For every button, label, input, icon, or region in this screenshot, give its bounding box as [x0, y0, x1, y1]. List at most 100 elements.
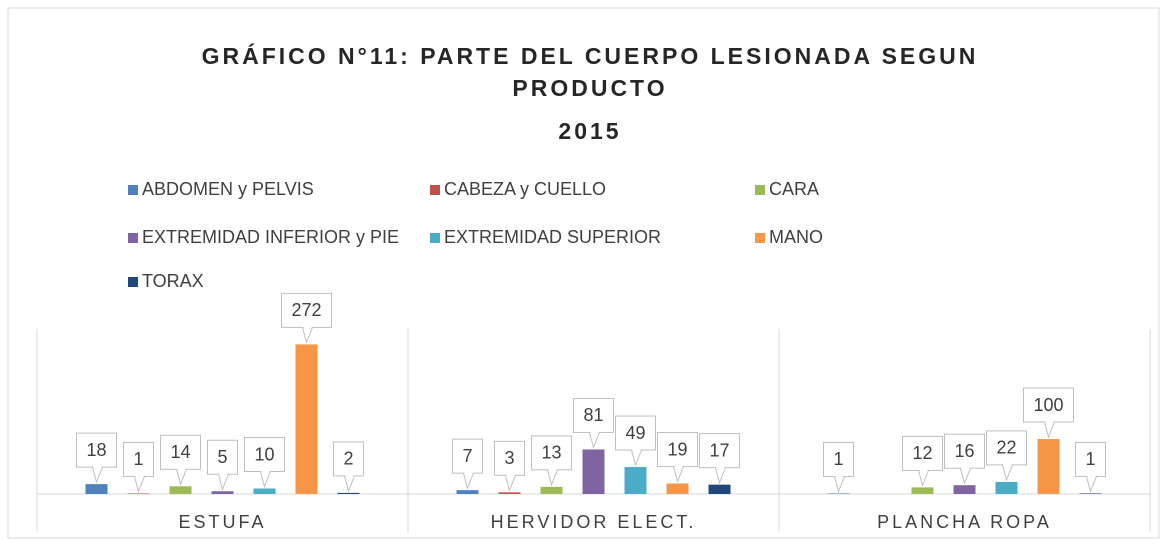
data-label: 272	[291, 300, 321, 320]
bar	[582, 449, 605, 494]
bar	[953, 485, 976, 494]
callout-pointer	[218, 474, 229, 491]
callout-gap	[219, 472, 228, 477]
bar	[1079, 493, 1102, 494]
callout-gap	[303, 325, 312, 330]
legend-label: MANO	[769, 227, 823, 247]
callout-gap	[835, 474, 844, 479]
callout-pointer	[1086, 476, 1097, 494]
bar	[253, 488, 276, 494]
bar	[295, 344, 318, 494]
callout-gap	[345, 473, 354, 478]
bar	[827, 493, 850, 494]
legend-swatch	[755, 233, 765, 243]
data-label: 19	[667, 439, 687, 459]
bar	[85, 484, 108, 494]
legend-swatch	[128, 185, 138, 195]
callout-pointer	[463, 472, 474, 490]
legend-label: CABEZA y CUELLO	[444, 179, 606, 199]
legend-label: EXTREMIDAD SUPERIOR	[444, 227, 661, 247]
data-label: 12	[912, 443, 932, 463]
bar	[337, 492, 360, 494]
callout-gap	[674, 464, 683, 469]
callout-gap	[1087, 474, 1096, 479]
callout-gap	[93, 465, 102, 470]
data-label: 1	[133, 449, 143, 469]
callout-box	[244, 437, 285, 472]
callout-gap	[464, 471, 473, 476]
data-label: 7	[462, 446, 472, 466]
data-label: 81	[583, 405, 603, 425]
x-tick-label: HERVIDOR ELECT.	[491, 512, 697, 532]
callout-box	[281, 292, 332, 328]
callout-pointer	[918, 470, 929, 487]
callout-gap	[919, 468, 928, 473]
callout-box	[902, 435, 943, 471]
legend-label: ABDOMEN y PELVIS	[142, 179, 314, 199]
callout-pointer	[960, 468, 971, 485]
data-label: 13	[541, 443, 561, 463]
bar	[169, 486, 192, 494]
legend-swatch	[128, 233, 138, 243]
x-tick-label: PLANCHA ROPA	[877, 512, 1052, 532]
callout-gap	[135, 474, 144, 479]
callout-pointer	[1002, 464, 1013, 482]
callout-gap	[590, 430, 599, 435]
callout-box	[944, 433, 985, 469]
callout-box	[123, 441, 154, 477]
callout-box	[76, 432, 117, 468]
data-label: 1	[833, 449, 843, 469]
legend-swatch	[430, 233, 440, 243]
data-label: 17	[709, 440, 729, 460]
callout-gap	[1003, 462, 1012, 467]
chart-subtitle: 2015	[558, 118, 622, 144]
bar	[995, 481, 1018, 494]
callout-gap	[177, 467, 186, 472]
callout-pointer	[673, 466, 684, 484]
callout-pointer	[176, 469, 187, 486]
callout-pointer	[1044, 421, 1055, 439]
data-label: 14	[170, 442, 190, 462]
bar	[456, 490, 479, 494]
data-label: 3	[504, 448, 514, 468]
callout-gap	[716, 465, 725, 470]
legend-swatch	[430, 185, 440, 195]
callout-pointer	[834, 476, 845, 494]
callout-pointer	[344, 475, 355, 493]
callout-gap	[1045, 420, 1054, 424]
data-label: 49	[625, 423, 645, 443]
data-label: 100	[1033, 395, 1063, 415]
callout-gap	[961, 466, 970, 471]
data-label: 22	[996, 438, 1016, 458]
bar	[666, 483, 689, 494]
callout-gap	[548, 467, 557, 472]
legend-label: CARA	[769, 179, 819, 199]
x-tick-label: ESTUFA	[178, 512, 266, 532]
callout-box	[823, 441, 854, 477]
bar	[211, 491, 234, 494]
callout-pointer	[589, 432, 600, 450]
callout-pointer	[92, 466, 103, 484]
bar	[708, 484, 731, 494]
callout-pointer	[631, 449, 642, 467]
bar	[1037, 439, 1060, 494]
callout-box	[573, 397, 614, 433]
callout-box	[699, 433, 740, 469]
data-label: 2	[343, 449, 353, 469]
bar	[624, 467, 647, 494]
legend-label: TORAX	[142, 271, 204, 291]
chart-border	[7, 7, 1160, 539]
callout-pointer	[505, 475, 516, 492]
callout-pointer	[715, 467, 726, 485]
data-label: 18	[86, 440, 106, 460]
callout-pointer	[547, 469, 558, 487]
callout-box	[986, 430, 1027, 466]
callout-box	[452, 438, 483, 474]
data-label: 5	[217, 447, 227, 467]
callout-gap	[261, 469, 270, 474]
legend-label: EXTREMIDAD INFERIOR y PIE	[142, 227, 399, 247]
callout-gap	[632, 448, 641, 453]
bar	[911, 487, 934, 494]
